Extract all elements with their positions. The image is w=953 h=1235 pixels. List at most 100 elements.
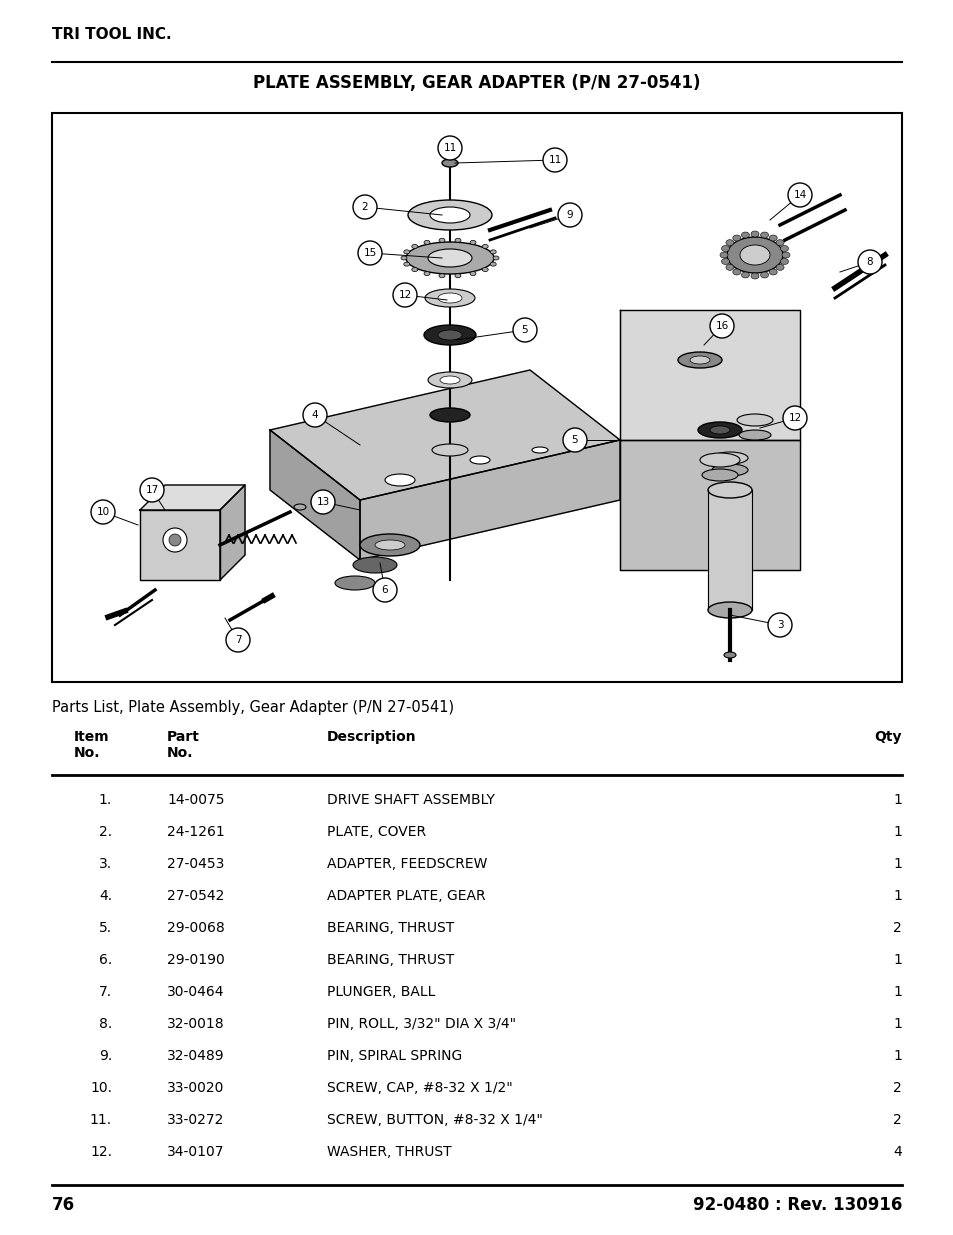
Text: 76: 76: [52, 1195, 75, 1214]
Ellipse shape: [490, 249, 496, 254]
Polygon shape: [619, 310, 800, 440]
Circle shape: [542, 148, 566, 172]
Polygon shape: [359, 440, 619, 559]
Ellipse shape: [490, 262, 496, 267]
Text: Parts List, Plate Assembly, Gear Adapter (P/N 27-0541): Parts List, Plate Assembly, Gear Adapter…: [52, 700, 454, 715]
Text: 30-0464: 30-0464: [167, 986, 224, 999]
Text: 29-0068: 29-0068: [167, 921, 225, 935]
Text: 1: 1: [892, 986, 901, 999]
Text: 33-0020: 33-0020: [167, 1081, 224, 1095]
Ellipse shape: [439, 375, 459, 384]
Ellipse shape: [711, 452, 747, 464]
Ellipse shape: [720, 252, 727, 258]
Text: 24-1261: 24-1261: [167, 825, 225, 839]
Text: 32-0018: 32-0018: [167, 1016, 224, 1031]
Text: 8.: 8.: [99, 1016, 112, 1031]
Text: 13: 13: [316, 496, 330, 508]
Ellipse shape: [739, 430, 770, 440]
Text: WASHER, THRUST: WASHER, THRUST: [327, 1145, 451, 1158]
Ellipse shape: [481, 245, 488, 248]
Text: 3: 3: [776, 620, 782, 630]
Ellipse shape: [470, 241, 476, 245]
Ellipse shape: [403, 262, 410, 267]
Ellipse shape: [408, 200, 492, 230]
Ellipse shape: [707, 601, 751, 618]
Ellipse shape: [768, 269, 777, 275]
Ellipse shape: [709, 426, 729, 433]
Text: 92-0480 : Rev. 130916: 92-0480 : Rev. 130916: [692, 1195, 901, 1214]
Polygon shape: [140, 485, 245, 510]
Bar: [52, 112, 901, 682]
Text: 8: 8: [865, 257, 872, 267]
Circle shape: [226, 629, 250, 652]
Ellipse shape: [732, 269, 740, 275]
Ellipse shape: [780, 258, 788, 264]
Ellipse shape: [403, 249, 410, 254]
Ellipse shape: [732, 235, 740, 241]
Ellipse shape: [720, 246, 729, 252]
Text: ADAPTER, FEEDSCREW: ADAPTER, FEEDSCREW: [327, 857, 487, 871]
Text: 2: 2: [892, 1081, 901, 1095]
Ellipse shape: [169, 534, 181, 546]
Ellipse shape: [720, 258, 729, 264]
Text: Qty: Qty: [874, 730, 901, 743]
Ellipse shape: [441, 159, 457, 167]
Text: Description: Description: [327, 730, 416, 743]
Text: 2: 2: [892, 1113, 901, 1128]
Text: 11: 11: [548, 156, 561, 165]
Ellipse shape: [698, 422, 741, 438]
Ellipse shape: [294, 504, 306, 510]
Ellipse shape: [532, 447, 547, 453]
Text: 1: 1: [892, 953, 901, 967]
Polygon shape: [270, 370, 619, 500]
Text: 2: 2: [892, 921, 901, 935]
Text: 3.: 3.: [99, 857, 112, 871]
Ellipse shape: [432, 445, 468, 456]
Ellipse shape: [726, 237, 782, 273]
Ellipse shape: [781, 252, 789, 258]
Text: 4: 4: [892, 1145, 901, 1158]
Ellipse shape: [493, 256, 498, 261]
Ellipse shape: [725, 264, 733, 270]
Text: 12: 12: [787, 412, 801, 424]
Ellipse shape: [689, 356, 709, 364]
Text: 4: 4: [312, 410, 318, 420]
Circle shape: [393, 283, 416, 308]
Ellipse shape: [455, 274, 460, 278]
Circle shape: [303, 403, 327, 427]
Text: 10.: 10.: [90, 1081, 112, 1095]
Text: 29-0190: 29-0190: [167, 953, 225, 967]
Text: SCREW, CAP, #8-32 X 1/2": SCREW, CAP, #8-32 X 1/2": [327, 1081, 512, 1095]
Ellipse shape: [750, 273, 759, 279]
Text: 5.: 5.: [99, 921, 112, 935]
Ellipse shape: [359, 534, 419, 556]
Text: 27-0453: 27-0453: [167, 857, 224, 871]
Polygon shape: [270, 430, 359, 559]
Ellipse shape: [725, 240, 733, 246]
Text: 11.: 11.: [90, 1113, 112, 1128]
Ellipse shape: [353, 557, 396, 573]
Ellipse shape: [438, 274, 444, 278]
Ellipse shape: [428, 249, 472, 267]
Ellipse shape: [740, 272, 749, 278]
Ellipse shape: [400, 256, 407, 261]
Ellipse shape: [455, 238, 460, 242]
Ellipse shape: [740, 232, 749, 238]
Ellipse shape: [423, 241, 430, 245]
Text: PLUNGER, BALL: PLUNGER, BALL: [327, 986, 435, 999]
Circle shape: [437, 136, 461, 161]
Text: 14-0075: 14-0075: [167, 793, 224, 806]
Ellipse shape: [430, 207, 470, 224]
Circle shape: [513, 317, 537, 342]
Text: SCREW, BUTTON, #8-32 X 1/4": SCREW, BUTTON, #8-32 X 1/4": [327, 1113, 542, 1128]
Text: 2.: 2.: [99, 825, 112, 839]
Text: 1: 1: [892, 825, 901, 839]
Ellipse shape: [406, 242, 494, 274]
Ellipse shape: [430, 408, 470, 422]
Ellipse shape: [385, 474, 415, 487]
Text: 16: 16: [715, 321, 728, 331]
Text: 10: 10: [96, 508, 110, 517]
Text: BEARING, THRUST: BEARING, THRUST: [327, 921, 454, 935]
Ellipse shape: [700, 453, 740, 467]
Text: TRI TOOL INC.: TRI TOOL INC.: [52, 27, 172, 42]
